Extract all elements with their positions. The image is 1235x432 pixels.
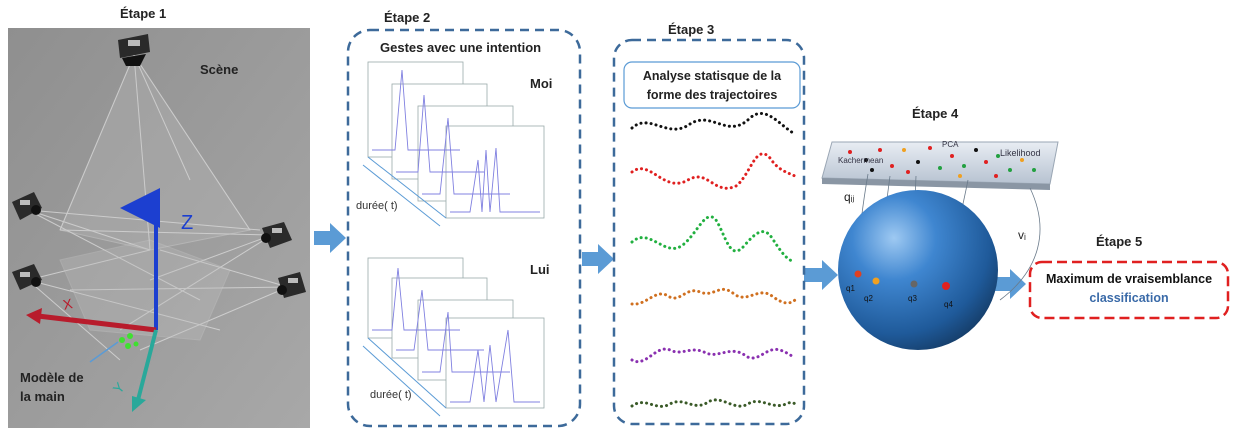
trajectory-curve-1: [630, 111, 797, 136]
plane-dot-6: [916, 160, 920, 164]
step2-label: Étape 2: [384, 10, 431, 25]
v-i-label: vᵢ: [1018, 228, 1026, 242]
result-line1: Maximum de vraisemblance: [1045, 272, 1213, 286]
gesture-stack-bottom: [362, 257, 545, 417]
q-ij-label: qᵢⱼ: [844, 190, 855, 204]
duration-label-top: durée( t): [356, 200, 398, 212]
trajectory-curve-5: [630, 347, 797, 364]
scene-panel: [8, 28, 310, 428]
result-box: [1028, 260, 1230, 320]
plane-dot-9: [950, 154, 954, 158]
z-axis-label: Z: [181, 212, 194, 234]
plane-dot-20: [994, 174, 998, 178]
step4-label: Étape 4: [912, 106, 959, 121]
plane-dot-11: [974, 148, 978, 152]
camera-left-upper-icon: [12, 192, 42, 220]
trajectory-curves: [630, 111, 797, 408]
gesture-stack-top: [362, 61, 545, 227]
trajectory-curve-6: [630, 398, 797, 408]
sphere-point-label-q1: q1: [846, 284, 855, 293]
trajectory-curve-2: [630, 152, 797, 190]
trajectory-panel: [612, 38, 806, 426]
sphere-point-label-q4: q4: [944, 300, 953, 309]
camera-right-lower-icon: [277, 272, 306, 298]
group-moi-label: Moi: [530, 76, 553, 91]
plane-dot-18: [906, 170, 910, 174]
trajectory-title-line1: Analyse statisque de la: [642, 69, 782, 83]
trajectory-title-line2: forme des trajectoires: [646, 88, 778, 102]
hand-model-label: Modèle de la main: [20, 368, 84, 406]
gestures-title: Gestes avec une intention: [380, 40, 542, 55]
feature-plane: [821, 141, 1059, 190]
sphere-point-q3: [910, 280, 918, 288]
likelihood-label: Likelihood: [1000, 148, 1041, 158]
sphere-point-label-q2: q2: [864, 294, 873, 303]
arrow-step3-to-step4: [804, 260, 838, 290]
x-axis: [37, 313, 157, 333]
y-axis: [136, 329, 158, 401]
plane-dot-17: [870, 168, 874, 172]
plane-dot-8: [938, 166, 942, 170]
plane-dot-12: [984, 160, 988, 164]
camera-left-lower-icon: [12, 264, 42, 290]
shape-space-sphere: [838, 190, 998, 350]
plane-dot-19: [958, 174, 962, 178]
arrow-step1-to-step2: [314, 223, 346, 253]
plane-dot-5: [902, 148, 906, 152]
group-lui-label: Lui: [530, 262, 550, 277]
sphere-point-label-q3: q3: [908, 294, 917, 303]
camera-right-upper-icon: [261, 222, 292, 248]
plane-dot-14: [1008, 168, 1012, 172]
plane-dot-3: [878, 148, 882, 152]
karcher-label: Kachermean: [838, 156, 884, 165]
sphere-point-q1: [854, 270, 862, 278]
plane-dot-4: [890, 164, 894, 168]
step3-label: Étape 3: [668, 22, 715, 37]
hand-label-line1: Modèle de: [20, 370, 84, 385]
plane-dot-13: [996, 154, 1000, 158]
trajectory-title: Analyse statisque de la forme des trajec…: [624, 67, 800, 105]
plane-dot-1: [848, 150, 852, 154]
hand-label-line2: la main: [20, 389, 65, 404]
step5-label: Étape 5: [1096, 234, 1143, 249]
plane-dot-2: [864, 158, 868, 162]
arrow-step4-to-step5: [994, 269, 1026, 299]
hand-pointer-line: [89, 341, 119, 363]
duration-label-bottom: durée( t): [370, 389, 412, 401]
result-line2: classification: [1089, 291, 1169, 305]
trajectory-title-box: [623, 61, 801, 109]
scene-label: Scène: [200, 62, 239, 77]
gestures-panel: [346, 28, 582, 428]
arrow-step2-to-step3: [582, 244, 614, 274]
plane-dot-7: [928, 146, 932, 150]
hand-model-icon: [119, 333, 139, 349]
plane-dot-15: [1020, 158, 1024, 162]
camera-top-icon: [118, 34, 150, 66]
plane-dot-10: [962, 164, 966, 168]
plane-dot-16: [1032, 168, 1036, 172]
pca-label: PCA: [942, 140, 959, 149]
result-text: Maximum de vraisemblance classification: [1030, 270, 1228, 308]
trajectory-curve-3: [630, 215, 797, 264]
trajectory-curve-4: [630, 287, 797, 306]
sphere-point-q2: [872, 277, 880, 285]
sphere-point-q4: [942, 282, 950, 290]
step1-label: Étape 1: [120, 6, 167, 21]
